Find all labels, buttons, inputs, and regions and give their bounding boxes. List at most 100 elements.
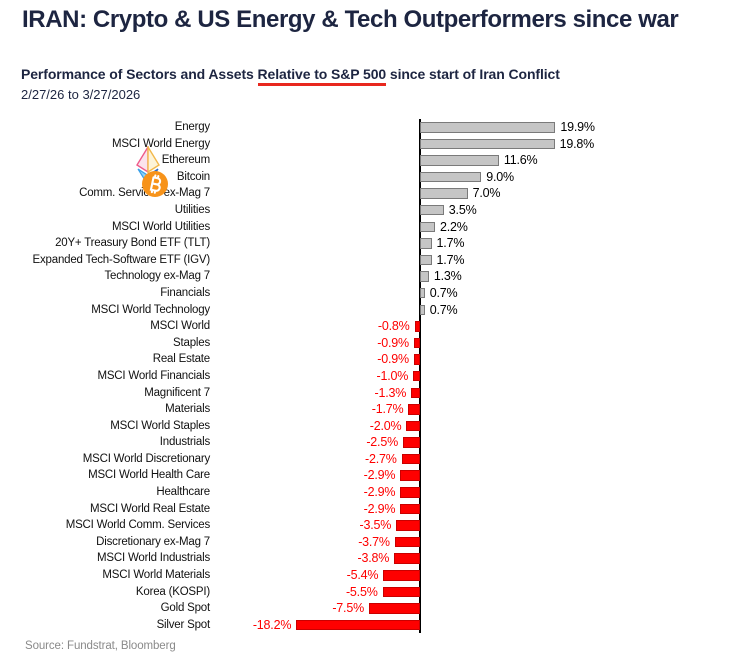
chart-rows: Energy 19.9% MSCI World Energy 19.8% Ethereu… xyxy=(0,119,744,633)
value-bar xyxy=(420,271,429,282)
value-bar xyxy=(403,437,420,448)
value-bar xyxy=(413,370,420,382)
value-label: -18.2% xyxy=(252,617,292,632)
value-bar xyxy=(420,304,425,316)
chart-subtitle: Performance of Sectors and Assets Relati… xyxy=(21,66,560,86)
page-title: IRAN: Crypto & US Energy & Tech Outperfo… xyxy=(22,6,679,33)
chart-row: MSCI World -0.8% xyxy=(0,318,744,335)
category-label: Utilities xyxy=(174,203,210,216)
value-bar xyxy=(420,221,435,233)
value-bar xyxy=(406,420,420,432)
category-label: MSCI World Financials xyxy=(97,369,210,382)
value-bar xyxy=(420,238,432,249)
chart-row: Silver Spot -18.2% xyxy=(0,617,744,634)
value-label: 3.5% xyxy=(448,202,477,217)
category-label: Silver Spot xyxy=(156,618,211,631)
value-label: -5.5% xyxy=(345,584,378,599)
category-label: Financials xyxy=(160,286,210,299)
zero-axis-line xyxy=(419,119,421,633)
category-label: Gold Spot xyxy=(160,602,211,615)
category-label: Real Estate xyxy=(152,353,210,366)
source-note: Source: Fundstrat, Bloomberg xyxy=(25,640,176,652)
value-label: -0.9% xyxy=(377,335,409,350)
category-label: MSCI World Staples xyxy=(110,419,210,432)
category-label: Energy xyxy=(174,121,210,133)
chart-row: MSCI World Staples -2.0% xyxy=(0,418,744,435)
value-bar xyxy=(413,337,420,349)
chart-row: MSCI World Comm. Services -3.5% xyxy=(0,517,744,534)
category-label: Korea (KOSPI) xyxy=(135,585,210,598)
value-label: -1.0% xyxy=(376,368,409,383)
chart-row: Industrials -2.5% xyxy=(0,434,744,451)
value-bar xyxy=(383,570,420,581)
value-bar xyxy=(420,138,555,150)
value-bar xyxy=(420,287,425,299)
date-range: 2/27/26 to 3/27/2026 xyxy=(21,87,141,102)
value-bar xyxy=(400,503,420,515)
chart-row: Bitcoin 9.0% xyxy=(0,169,744,186)
chart-row: Staples -0.9% xyxy=(0,335,744,352)
value-bar xyxy=(400,487,420,498)
subtitle-text-prefix: Performance of Sectors and Assets xyxy=(21,66,258,82)
value-bar xyxy=(420,204,444,216)
ethereum-icon xyxy=(136,146,160,186)
value-bar xyxy=(394,536,420,548)
value-label: -3.5% xyxy=(359,518,392,533)
value-label: -5.4% xyxy=(346,568,379,583)
chart-row: Financials 0.7% xyxy=(0,285,744,302)
value-bar xyxy=(396,520,420,531)
subtitle-text-suffix: since start of Iran Conflict xyxy=(386,66,560,82)
value-label: 9.0% xyxy=(486,169,514,184)
value-label: 1.7% xyxy=(436,236,465,251)
chart-row: Healthcare -2.9% xyxy=(0,484,744,501)
category-label: Discretionary ex-Mag 7 xyxy=(96,535,210,548)
bar-chart: Energy 19.9% MSCI World Energy 19.8% Ethereu… xyxy=(0,119,744,635)
chart-row: MSCI World Industrials -3.8% xyxy=(0,550,744,567)
category-label: Technology ex-Mag 7 xyxy=(104,270,210,283)
chart-row: Utilities 3.5% xyxy=(0,202,744,219)
value-bar xyxy=(408,404,420,415)
value-label: 11.6% xyxy=(503,153,538,168)
chart-row: Expanded Tech-Software ETF (IGV) 1.7% xyxy=(0,252,744,269)
value-bar xyxy=(394,553,420,564)
chart-row: MSCI World Health Care -2.9% xyxy=(0,467,744,484)
value-label: -1.3% xyxy=(374,385,407,400)
category-label: MSCI World Industrials xyxy=(97,552,210,565)
value-bar xyxy=(420,254,432,266)
value-label: 2.2% xyxy=(439,219,468,234)
chart-row: Magnificent 7 -1.3% xyxy=(0,385,744,402)
value-bar xyxy=(420,171,482,183)
chart-row: MSCI World Discretionary -2.7% xyxy=(0,451,744,468)
value-label: 1.7% xyxy=(436,252,465,267)
chart-row: MSCI World Real Estate -2.9% xyxy=(0,501,744,518)
value-bar xyxy=(414,321,420,332)
chart-row: Discretionary ex-Mag 7 -3.7% xyxy=(0,534,744,551)
chart-row: MSCI World Financials -1.0% xyxy=(0,368,744,385)
chart-row: 20Y+ Treasury Bond ETF (TLT) 1.7% xyxy=(0,235,744,252)
chart-row: MSCI World Materials -5.4% xyxy=(0,567,744,584)
bitcoin-icon xyxy=(142,171,168,197)
value-label: 19.8% xyxy=(559,136,595,151)
value-bar xyxy=(420,155,499,166)
value-label: 0.7% xyxy=(429,285,458,300)
value-label: -2.7% xyxy=(364,451,397,466)
value-label: -2.9% xyxy=(363,501,396,516)
value-bar xyxy=(296,619,420,631)
category-label: Magnificent 7 xyxy=(144,386,210,399)
category-label: Ethereum xyxy=(161,154,210,167)
value-label: -7.5% xyxy=(332,601,364,616)
category-label: MSCI World Comm. Services xyxy=(65,519,211,532)
value-label: -2.9% xyxy=(363,485,396,500)
value-bar xyxy=(413,354,420,365)
category-label: Comm. Services ex-Mag 7 xyxy=(79,187,210,200)
value-label: -3.7% xyxy=(358,534,390,549)
chart-row: MSCI World Energy 19.8% xyxy=(0,136,744,153)
value-bar xyxy=(369,603,420,614)
chart-row: Materials -1.7% xyxy=(0,401,744,418)
chart-row: Gold Spot -7.5% xyxy=(0,600,744,617)
value-label: 1.3% xyxy=(433,269,462,284)
category-label: Industrials xyxy=(159,436,210,449)
subtitle-underlined-phrase: Relative to S&P 500 xyxy=(257,66,386,86)
value-bar xyxy=(382,586,420,598)
